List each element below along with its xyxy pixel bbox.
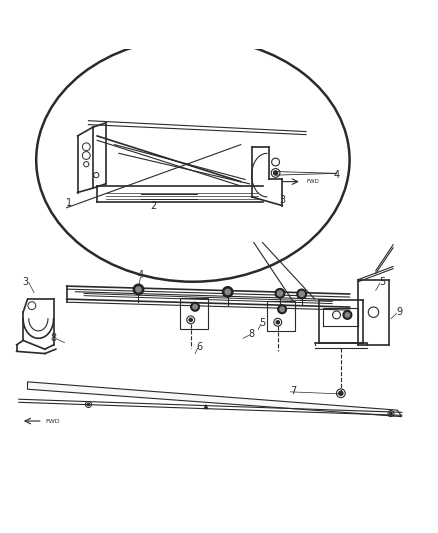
Polygon shape — [28, 382, 402, 417]
Polygon shape — [204, 405, 208, 409]
Circle shape — [299, 292, 304, 296]
Text: 8: 8 — [249, 329, 255, 339]
Circle shape — [277, 290, 283, 296]
Circle shape — [390, 413, 392, 415]
Circle shape — [193, 304, 197, 309]
Circle shape — [278, 305, 286, 313]
Text: 2: 2 — [151, 201, 157, 212]
Text: FWD: FWD — [45, 418, 60, 424]
Text: 6: 6 — [196, 342, 202, 352]
Circle shape — [189, 318, 192, 321]
Circle shape — [339, 391, 343, 395]
Text: 4: 4 — [333, 170, 339, 180]
Text: 3: 3 — [279, 195, 285, 205]
Circle shape — [275, 288, 285, 298]
Circle shape — [280, 307, 284, 311]
Circle shape — [343, 311, 352, 319]
Circle shape — [345, 313, 350, 317]
Text: 7: 7 — [290, 385, 296, 395]
Text: 9: 9 — [396, 307, 403, 317]
Circle shape — [191, 302, 199, 311]
Circle shape — [225, 289, 230, 295]
Text: 8: 8 — [50, 333, 57, 343]
Circle shape — [133, 284, 144, 295]
Circle shape — [276, 320, 279, 324]
Text: 5: 5 — [259, 318, 266, 328]
Text: 1: 1 — [66, 198, 72, 208]
Circle shape — [297, 289, 307, 299]
Text: 3: 3 — [22, 277, 28, 287]
Circle shape — [273, 171, 278, 175]
Circle shape — [223, 287, 233, 297]
Circle shape — [136, 287, 141, 292]
Circle shape — [87, 403, 90, 406]
Text: 4: 4 — [138, 270, 144, 280]
Text: 5: 5 — [379, 277, 385, 287]
Text: FWD: FWD — [306, 179, 319, 184]
